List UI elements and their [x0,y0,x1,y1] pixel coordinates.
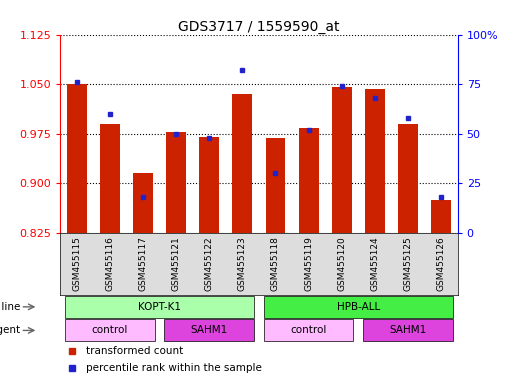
Bar [266,138,286,233]
Bar [365,89,385,233]
Text: SAHM1: SAHM1 [389,325,427,335]
Bar [363,319,453,341]
Bar [199,137,219,233]
Text: agent: agent [0,325,20,335]
Text: percentile rank within the sample: percentile rank within the sample [86,363,262,373]
Text: GSM455117: GSM455117 [139,236,147,291]
Bar [431,200,451,233]
Text: GSM455118: GSM455118 [271,236,280,291]
Text: GSM455125: GSM455125 [403,236,413,291]
Bar [65,319,155,341]
Bar [398,124,418,233]
Bar [164,319,254,341]
Text: GSM455119: GSM455119 [304,236,313,291]
Bar [67,84,87,233]
Text: GSM455122: GSM455122 [204,236,214,291]
Text: GSM455124: GSM455124 [370,236,379,291]
Text: control: control [92,325,128,335]
Bar [232,94,252,233]
Text: GSM455126: GSM455126 [437,236,446,291]
Bar [332,87,351,233]
Text: GSM455115: GSM455115 [72,236,81,291]
Bar [264,296,453,318]
Text: GSM455123: GSM455123 [238,236,247,291]
Text: cell line: cell line [0,302,20,312]
Text: transformed count: transformed count [86,346,183,356]
Title: GDS3717 / 1559590_at: GDS3717 / 1559590_at [178,20,339,33]
Text: control: control [290,325,327,335]
Text: SAHM1: SAHM1 [190,325,228,335]
Bar [299,128,319,233]
Bar [264,319,354,341]
Bar [133,174,153,233]
Bar [65,296,254,318]
Text: HPB-ALL: HPB-ALL [337,302,380,312]
Text: GSM455121: GSM455121 [172,236,180,291]
Bar [166,132,186,233]
Bar [100,124,120,233]
Text: GSM455116: GSM455116 [105,236,115,291]
Text: KOPT-K1: KOPT-K1 [138,302,181,312]
Text: GSM455120: GSM455120 [337,236,346,291]
